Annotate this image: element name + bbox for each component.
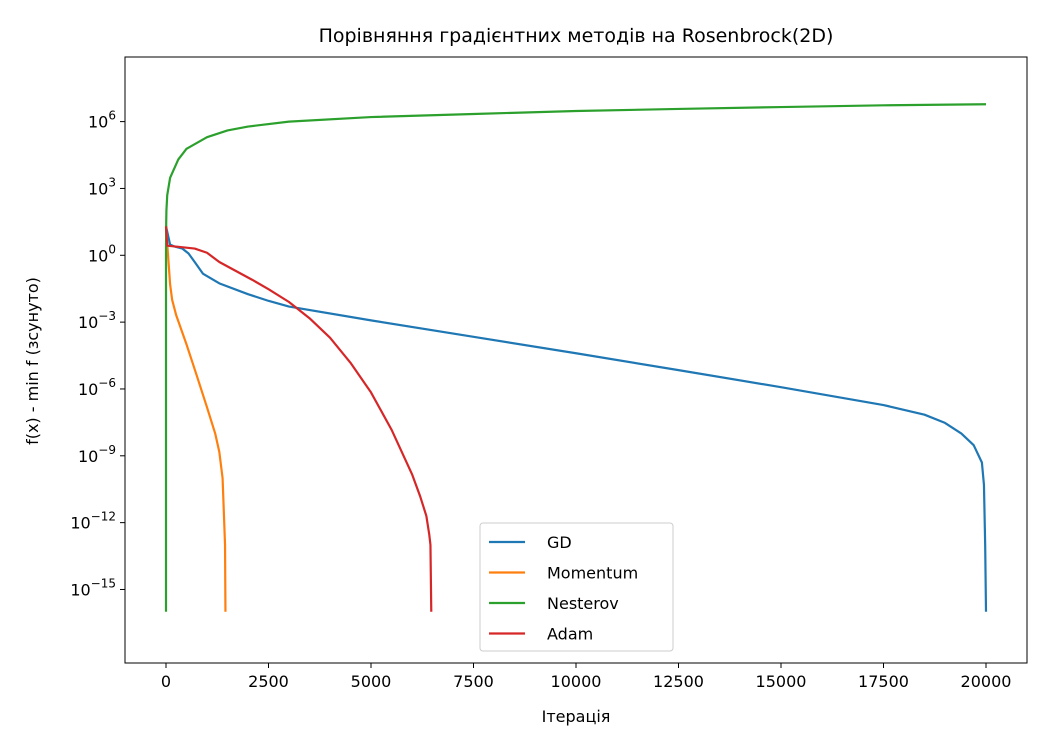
legend: GD Momentum Nesterov Adam xyxy=(479,522,674,652)
x-tick-label-8: 20000 xyxy=(961,672,1012,691)
x-axis-ticks: 0 2500 5000 7500 10000 12500 15000 17500 20000 xyxy=(161,663,1012,691)
x-tick-label-3: 7500 xyxy=(453,672,494,691)
y-axis-label: f(x) - min f (зсунуто) xyxy=(23,277,42,445)
y-tick-label-1: 103 xyxy=(88,175,116,198)
x-tick-label-2: 5000 xyxy=(351,672,392,691)
x-tick-label-7: 17500 xyxy=(858,672,909,691)
legend-label-2: Nesterov xyxy=(547,594,619,613)
legend-box xyxy=(479,522,674,652)
y-tick-label-6: 10−12 xyxy=(70,510,116,533)
y-tick-label-3: 10−3 xyxy=(78,309,116,332)
x-axis-label: Ітерація xyxy=(542,707,611,726)
series-line-2 xyxy=(164,103,987,612)
legend-label-3: Adam xyxy=(547,625,593,644)
series-line-0 xyxy=(164,226,988,612)
legend-label-0: GD xyxy=(547,533,572,552)
x-tick-label-4: 10000 xyxy=(551,672,602,691)
legend-label-1: Momentum xyxy=(547,564,638,583)
y-tick-label-7: 10−15 xyxy=(70,576,116,599)
y-tick-label-4: 10−6 xyxy=(78,376,116,399)
series-line-1 xyxy=(164,226,227,612)
y-axis-ticks: 106 103 100 10−3 10−6 10−9 10−12 10−15 xyxy=(70,109,125,599)
series-layer xyxy=(164,103,988,612)
x-tick-label-6: 15000 xyxy=(756,672,807,691)
y-tick-label-5: 10−9 xyxy=(78,443,116,466)
x-tick-label-1: 2500 xyxy=(248,672,289,691)
y-tick-label-2: 100 xyxy=(88,242,116,265)
x-tick-label-5: 12500 xyxy=(653,672,704,691)
chart-title: Порівняння градієнтних методів на Rosenb… xyxy=(319,25,834,47)
y-tick-label-0: 106 xyxy=(88,109,116,132)
series-line-3 xyxy=(164,226,433,612)
x-tick-label-0: 0 xyxy=(161,672,171,691)
